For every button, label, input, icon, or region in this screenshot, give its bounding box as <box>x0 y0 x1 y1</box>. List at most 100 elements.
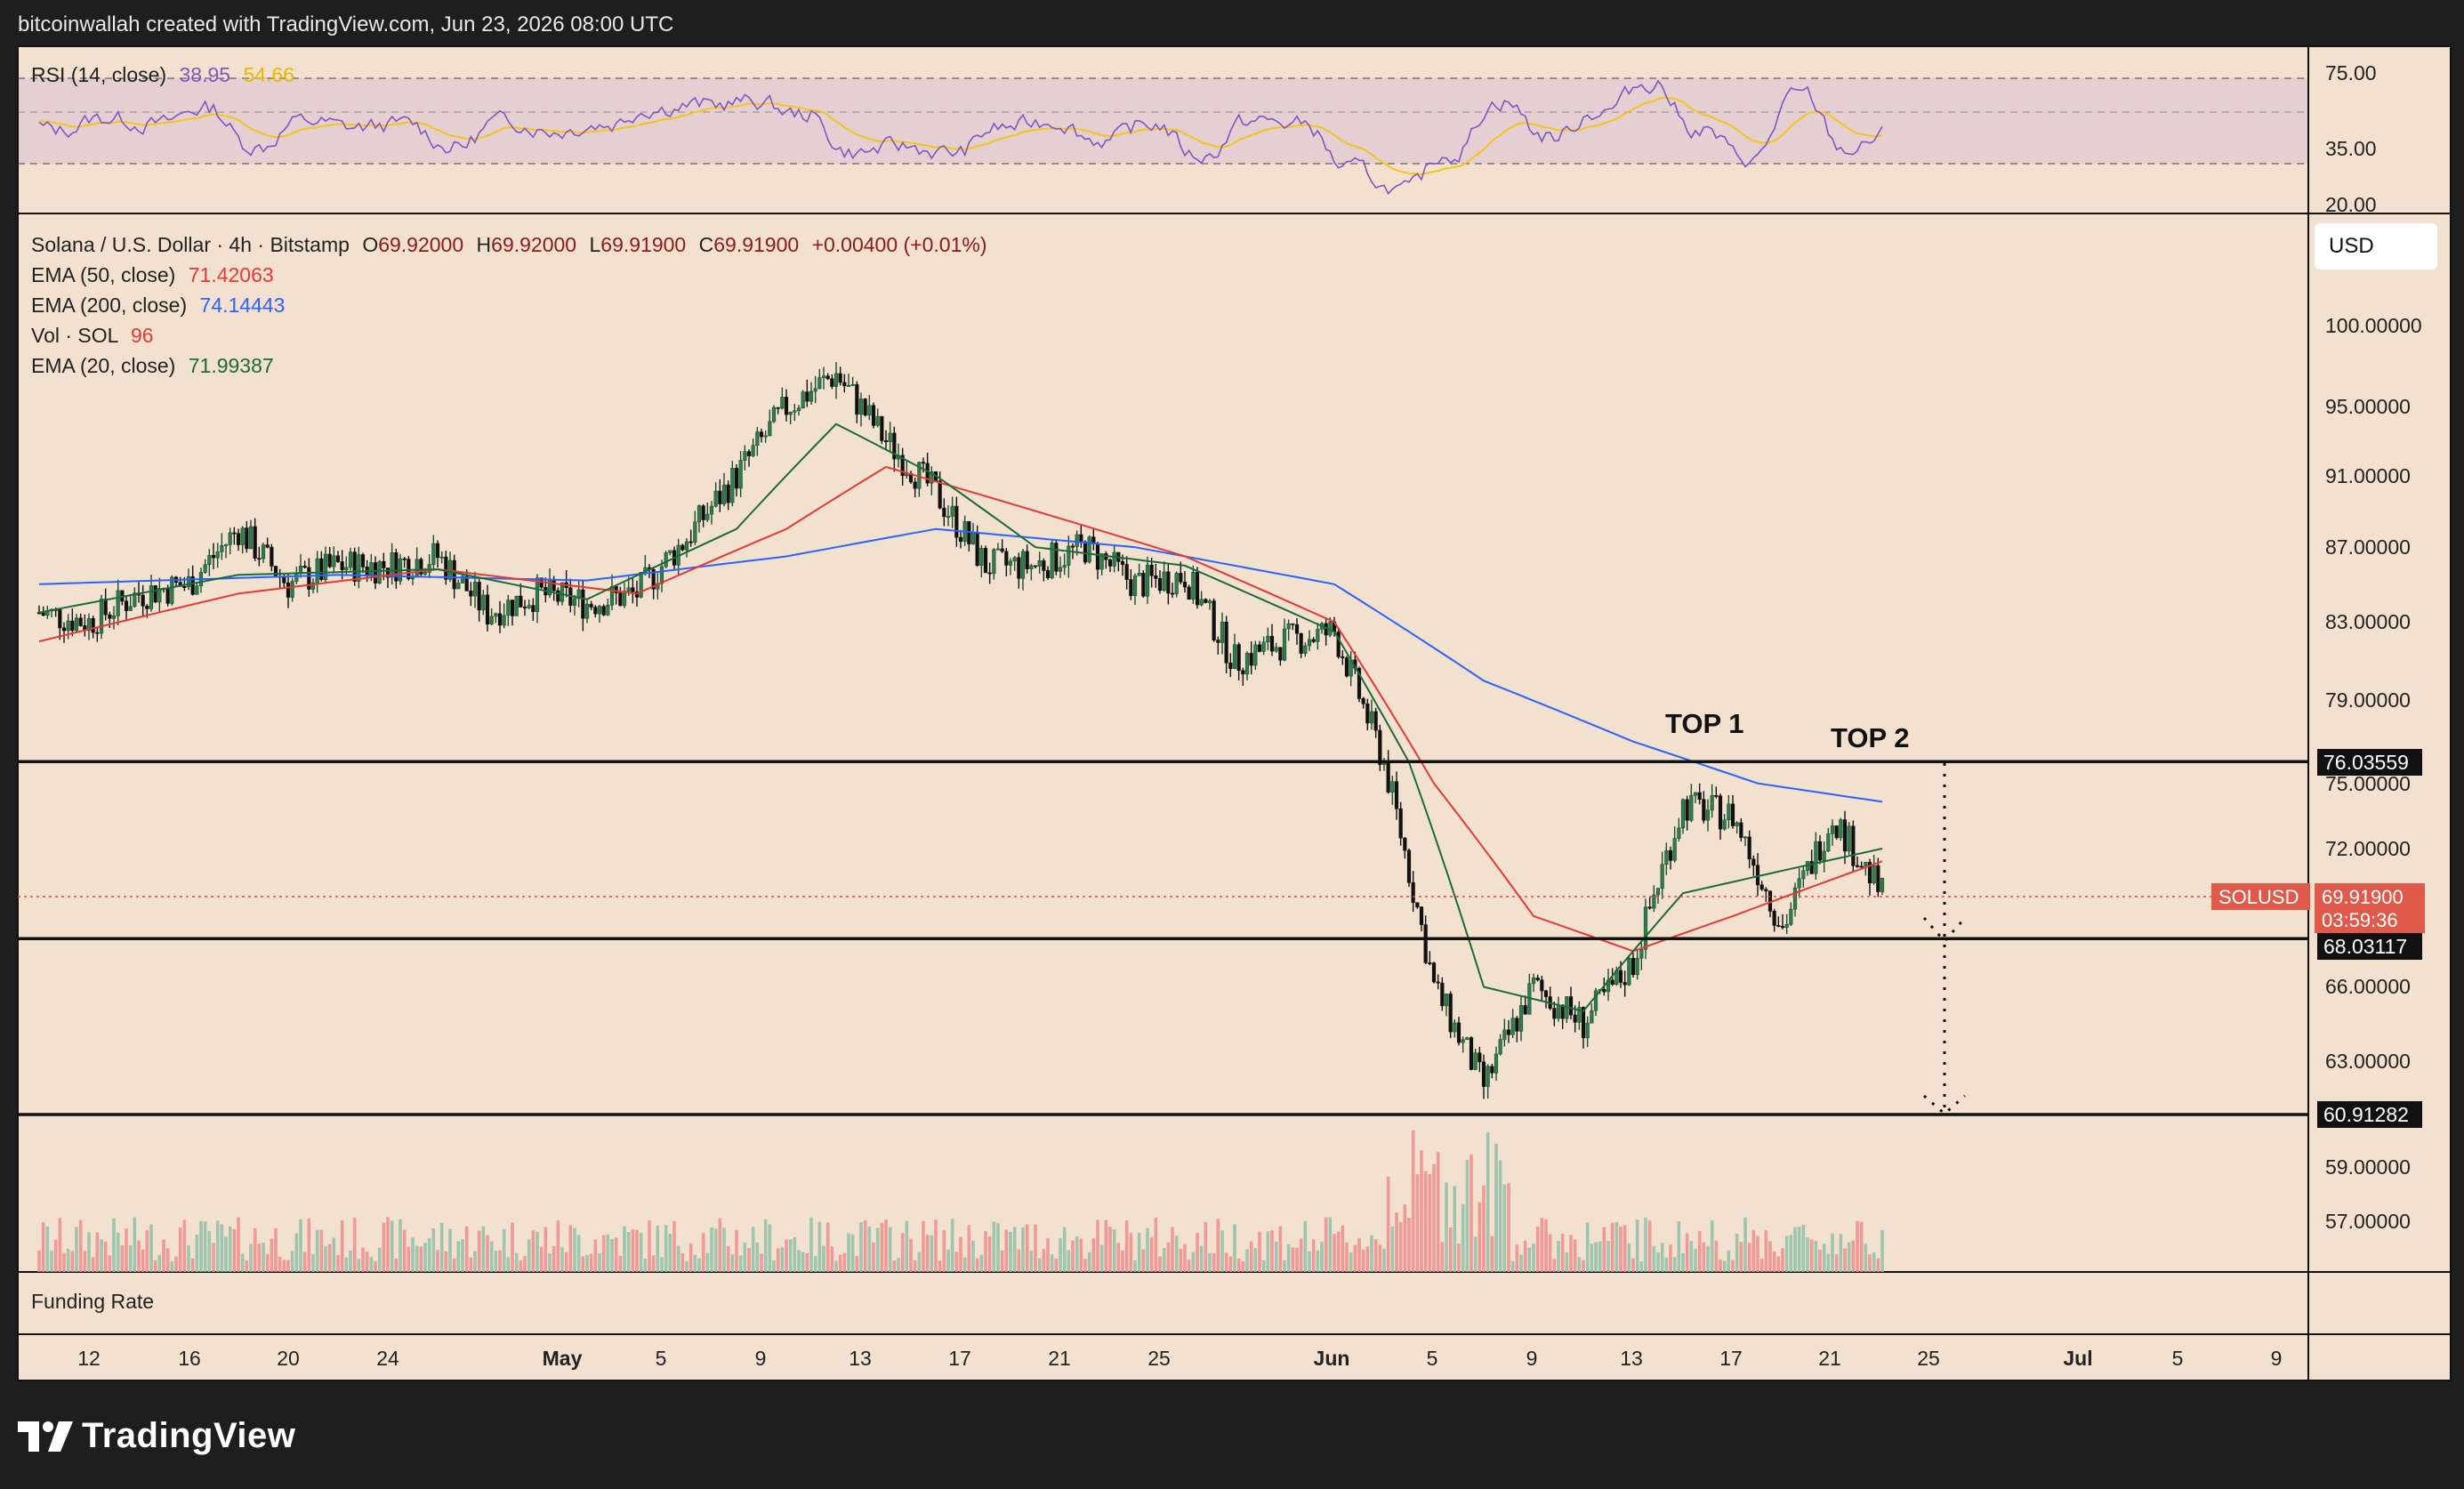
volume-bar <box>1535 1227 1540 1272</box>
volume-bar <box>1083 1259 1087 1272</box>
volume-bar <box>535 1231 539 1272</box>
candle <box>1714 786 1719 799</box>
volume-bar <box>431 1228 436 1272</box>
ema-lines <box>38 423 1883 1012</box>
candle <box>1415 902 1420 909</box>
candle <box>867 395 872 421</box>
currency-button[interactable]: USD <box>2315 223 2437 270</box>
volume-bar <box>1532 1244 1535 1272</box>
volume-bar <box>108 1255 112 1272</box>
volume-bar <box>427 1238 431 1272</box>
volume-bar <box>780 1247 785 1272</box>
volume-bar <box>1000 1250 1004 1272</box>
candle <box>1365 698 1370 731</box>
volume-bar <box>1598 1241 1602 1272</box>
volume-bar <box>1004 1229 1009 1272</box>
candle <box>1166 564 1171 605</box>
candle <box>664 551 668 568</box>
time-tick: 9 <box>2271 1347 2283 1370</box>
tradingview-logo[interactable]: TradingView <box>18 1416 295 1456</box>
volume-bar <box>1569 1235 1573 1272</box>
volume-bar <box>892 1260 897 1272</box>
volume-bar <box>1681 1252 1685 1272</box>
candle <box>1274 642 1278 653</box>
candle <box>1689 784 1694 823</box>
candle <box>1851 820 1856 873</box>
volume-bar <box>954 1252 959 1272</box>
volume-bar <box>336 1254 340 1272</box>
volume-bar <box>598 1253 601 1272</box>
candle <box>809 382 814 406</box>
volume-bar <box>1660 1243 1664 1272</box>
volume-bar <box>415 1245 419 1272</box>
volume-bar <box>660 1257 664 1272</box>
volume-bar <box>390 1220 394 1272</box>
volume-bar <box>377 1247 382 1272</box>
volume-bar <box>265 1253 270 1272</box>
volume-bar <box>751 1227 755 1272</box>
candle <box>390 543 394 585</box>
volume-bar <box>502 1228 506 1272</box>
time-tick: Jul <box>2063 1347 2092 1370</box>
volume-bar <box>1872 1252 1876 1272</box>
volume-bar <box>618 1255 623 1272</box>
candle <box>1510 1009 1515 1039</box>
volume-bar <box>1274 1241 1278 1272</box>
volume-bar <box>776 1248 780 1272</box>
candle <box>348 547 353 571</box>
time-tick: 5 <box>1427 1347 1438 1370</box>
candle <box>1780 914 1785 930</box>
volume-bar <box>1772 1251 1776 1272</box>
candle <box>1593 987 1598 1017</box>
volume-bar <box>788 1239 793 1272</box>
tradingview-brand: TradingView <box>82 1416 296 1455</box>
volume-bar <box>315 1229 319 1272</box>
candle <box>527 599 531 609</box>
volume-bar <box>855 1256 859 1272</box>
volume-bar <box>668 1233 672 1272</box>
candle <box>1033 565 1038 568</box>
candle <box>1535 974 1540 982</box>
volume-bar <box>1017 1249 1021 1272</box>
candle <box>1631 953 1636 978</box>
candle <box>1170 583 1175 599</box>
candle <box>1344 656 1349 678</box>
candle <box>1668 846 1673 870</box>
candle <box>1523 995 1527 1015</box>
candle <box>1054 540 1059 575</box>
candle <box>290 577 294 602</box>
candle <box>211 543 216 569</box>
volume-bar <box>240 1253 245 1272</box>
price-tick-label: 79.00000 <box>2325 688 2411 712</box>
ema200-line <box>38 527 1883 803</box>
volume-bar <box>913 1260 917 1272</box>
volume-bar <box>1743 1217 1747 1272</box>
volume-bar <box>452 1258 456 1272</box>
candle <box>668 550 672 556</box>
candle <box>855 381 859 423</box>
volume-bar <box>1851 1240 1856 1272</box>
volume-bar <box>1403 1204 1407 1272</box>
volume-bar <box>1204 1222 1208 1272</box>
volume-bar <box>925 1235 930 1272</box>
candle <box>431 535 436 569</box>
volume-bar <box>352 1218 357 1272</box>
volume-bar <box>626 1232 631 1272</box>
candle <box>1207 599 1212 610</box>
candle <box>842 374 847 393</box>
candle <box>398 553 403 585</box>
candle <box>477 576 481 622</box>
volume-bar <box>461 1239 464 1272</box>
volume-bar <box>1864 1244 1868 1272</box>
volume-bar <box>1146 1227 1149 1272</box>
volume-bar <box>486 1235 489 1272</box>
volume-bar <box>1502 1184 1507 1272</box>
volume-bar <box>1428 1173 1432 1272</box>
volume-bar <box>1353 1244 1357 1272</box>
volume-bar <box>436 1250 439 1272</box>
volume-bar <box>1644 1217 1647 1272</box>
volume-bar <box>867 1226 872 1272</box>
level-tag-label: 76.03559 <box>2323 751 2409 774</box>
volume-bar <box>91 1257 95 1272</box>
